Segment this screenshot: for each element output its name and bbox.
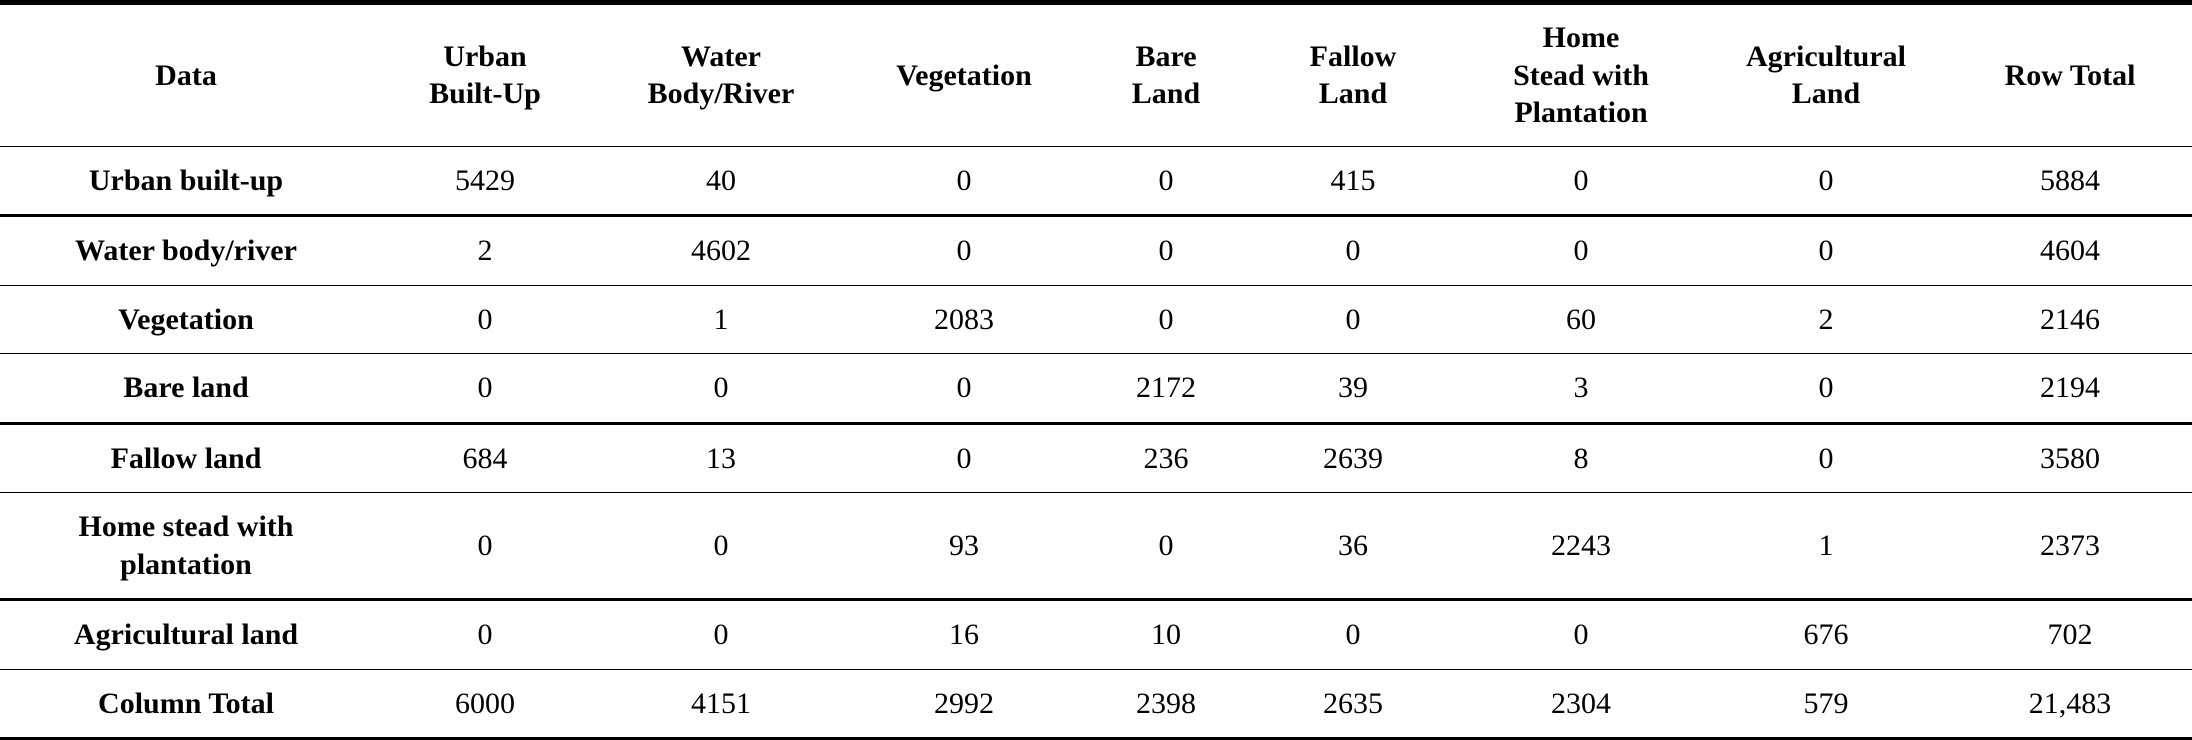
row-label: Vegetation [118,302,254,336]
table-cell: 93 [949,528,979,562]
table-cell: 2194 [2040,371,2100,404]
table-cell: 0 [1818,234,1834,267]
column-header: Home Stead with Plantation [1513,21,1649,129]
table-cell: 0 [1818,441,1834,475]
table-cell: 6000 [455,686,515,720]
row-label: Water body/river [75,234,297,267]
row-label: Urban built-up [88,163,284,197]
table-cell: 2243 [1551,528,1611,562]
row-label: Fallow land [110,441,262,475]
column-header: Bare Land [1131,39,1201,111]
row-label: Agricultural land [73,618,299,651]
table-cell: 0 [477,371,493,404]
table-cell: 0 [477,302,493,336]
row-label: Home stead with plantation [78,510,294,581]
column-header: Fallow Land [1309,39,1397,111]
table-cell: 5884 [2040,163,2100,197]
column-header: Urban Built-Up [429,39,541,111]
table-cell: 1 [1818,528,1834,562]
table-cell: 39 [1338,371,1368,404]
table-cell: 579 [1803,686,1849,720]
table-cell: 702 [2047,618,2093,651]
table-cell: 60 [1566,302,1596,336]
table-cell: 8 [1573,441,1589,475]
table-row: Fallow land 684 13 0 236 2639 8 0 3580 [0,423,2192,493]
table-cell: 0 [713,528,729,562]
table-row: Water body/river 2 4602 0 0 0 0 0 4604 [0,216,2192,285]
table-row: Bare land 0 0 0 2172 39 3 0 2194 [0,354,2192,423]
table-cell: 0 [1818,163,1834,197]
table-cell: 0 [956,441,972,475]
table-cell: 13 [706,441,736,475]
table-cell: 0 [713,371,729,404]
table-cell: 2304 [1551,686,1611,720]
column-header: Row Total [2004,58,2136,92]
row-label: Column Total [98,686,274,720]
table-cell: 415 [1330,163,1376,197]
table-cell: 2992 [934,686,994,720]
table-cell: 0 [1345,302,1361,336]
table-cell: 3 [1573,371,1589,404]
column-header: Agricultural Land [1746,39,1906,111]
table-cell: 0 [956,371,972,404]
table-cell: 2639 [1323,441,1383,475]
table-cell: 0 [1345,234,1361,267]
table-cell: 676 [1803,618,1849,651]
table-cell: 4604 [2040,234,2100,267]
table-cell: 0 [1158,234,1174,267]
table-cell: 0 [1818,371,1834,404]
table-cell: 2373 [2040,528,2100,562]
table-cell: 2172 [1136,371,1196,404]
table-cell: 21,483 [2028,686,2112,720]
table-cell: 0 [713,618,729,651]
table-row: Vegetation 0 1 2083 0 0 60 2 2146 [0,285,2192,354]
table-cell: 3580 [2040,441,2100,475]
row-label: Bare land [123,371,249,404]
table-cell: 0 [1345,618,1361,651]
table-cell: 2146 [2040,302,2100,336]
header-row: Data Urban Built-Up Water Body/River Vegeta… [0,3,2192,146]
table-cell: 10 [1151,618,1181,651]
table-cell: 0 [477,618,493,651]
corner-header-data: Data [155,58,217,92]
table-cell: 36 [1338,528,1368,562]
table-cell: 684 [462,441,508,475]
table-cell: 1 [713,302,729,336]
table-cell: 0 [1158,528,1174,562]
column-header: Water Body/River [647,39,795,111]
table-cell: 0 [1573,618,1589,651]
column-header: Vegetation [896,58,1032,92]
table-row: Agricultural land 0 0 16 10 0 0 676 702 [0,600,2192,669]
table-cell: 2083 [934,302,994,336]
table-cell: 2398 [1136,686,1196,720]
table-cell: 0 [477,528,493,562]
table-row: Urban built-up 5429 40 0 0 415 0 0 5884 [0,146,2192,216]
table-cell: 16 [949,618,979,651]
table-cell: 40 [706,163,736,197]
table-cell: 0 [1158,163,1174,197]
table-cell: 236 [1143,441,1189,475]
table-cell: 2 [1818,302,1834,336]
table-cell: 0 [1573,234,1589,267]
table-cell: 2635 [1323,686,1383,720]
table-cell: 4151 [691,686,751,720]
table-cell: 2 [477,234,493,267]
table-cell: 0 [956,234,972,267]
total-row: Column Total 6000 4151 2992 2398 2635 2304 579 2… [0,669,2192,740]
table-cell: 0 [1573,163,1589,197]
table-cell: 0 [1158,302,1174,336]
table-cell: 4602 [691,234,751,267]
table-cell: 0 [956,163,972,197]
table-row: Home stead with plantation 0 0 93 0 36 2243 1 23… [0,493,2192,600]
table-cell: 5429 [455,163,515,197]
